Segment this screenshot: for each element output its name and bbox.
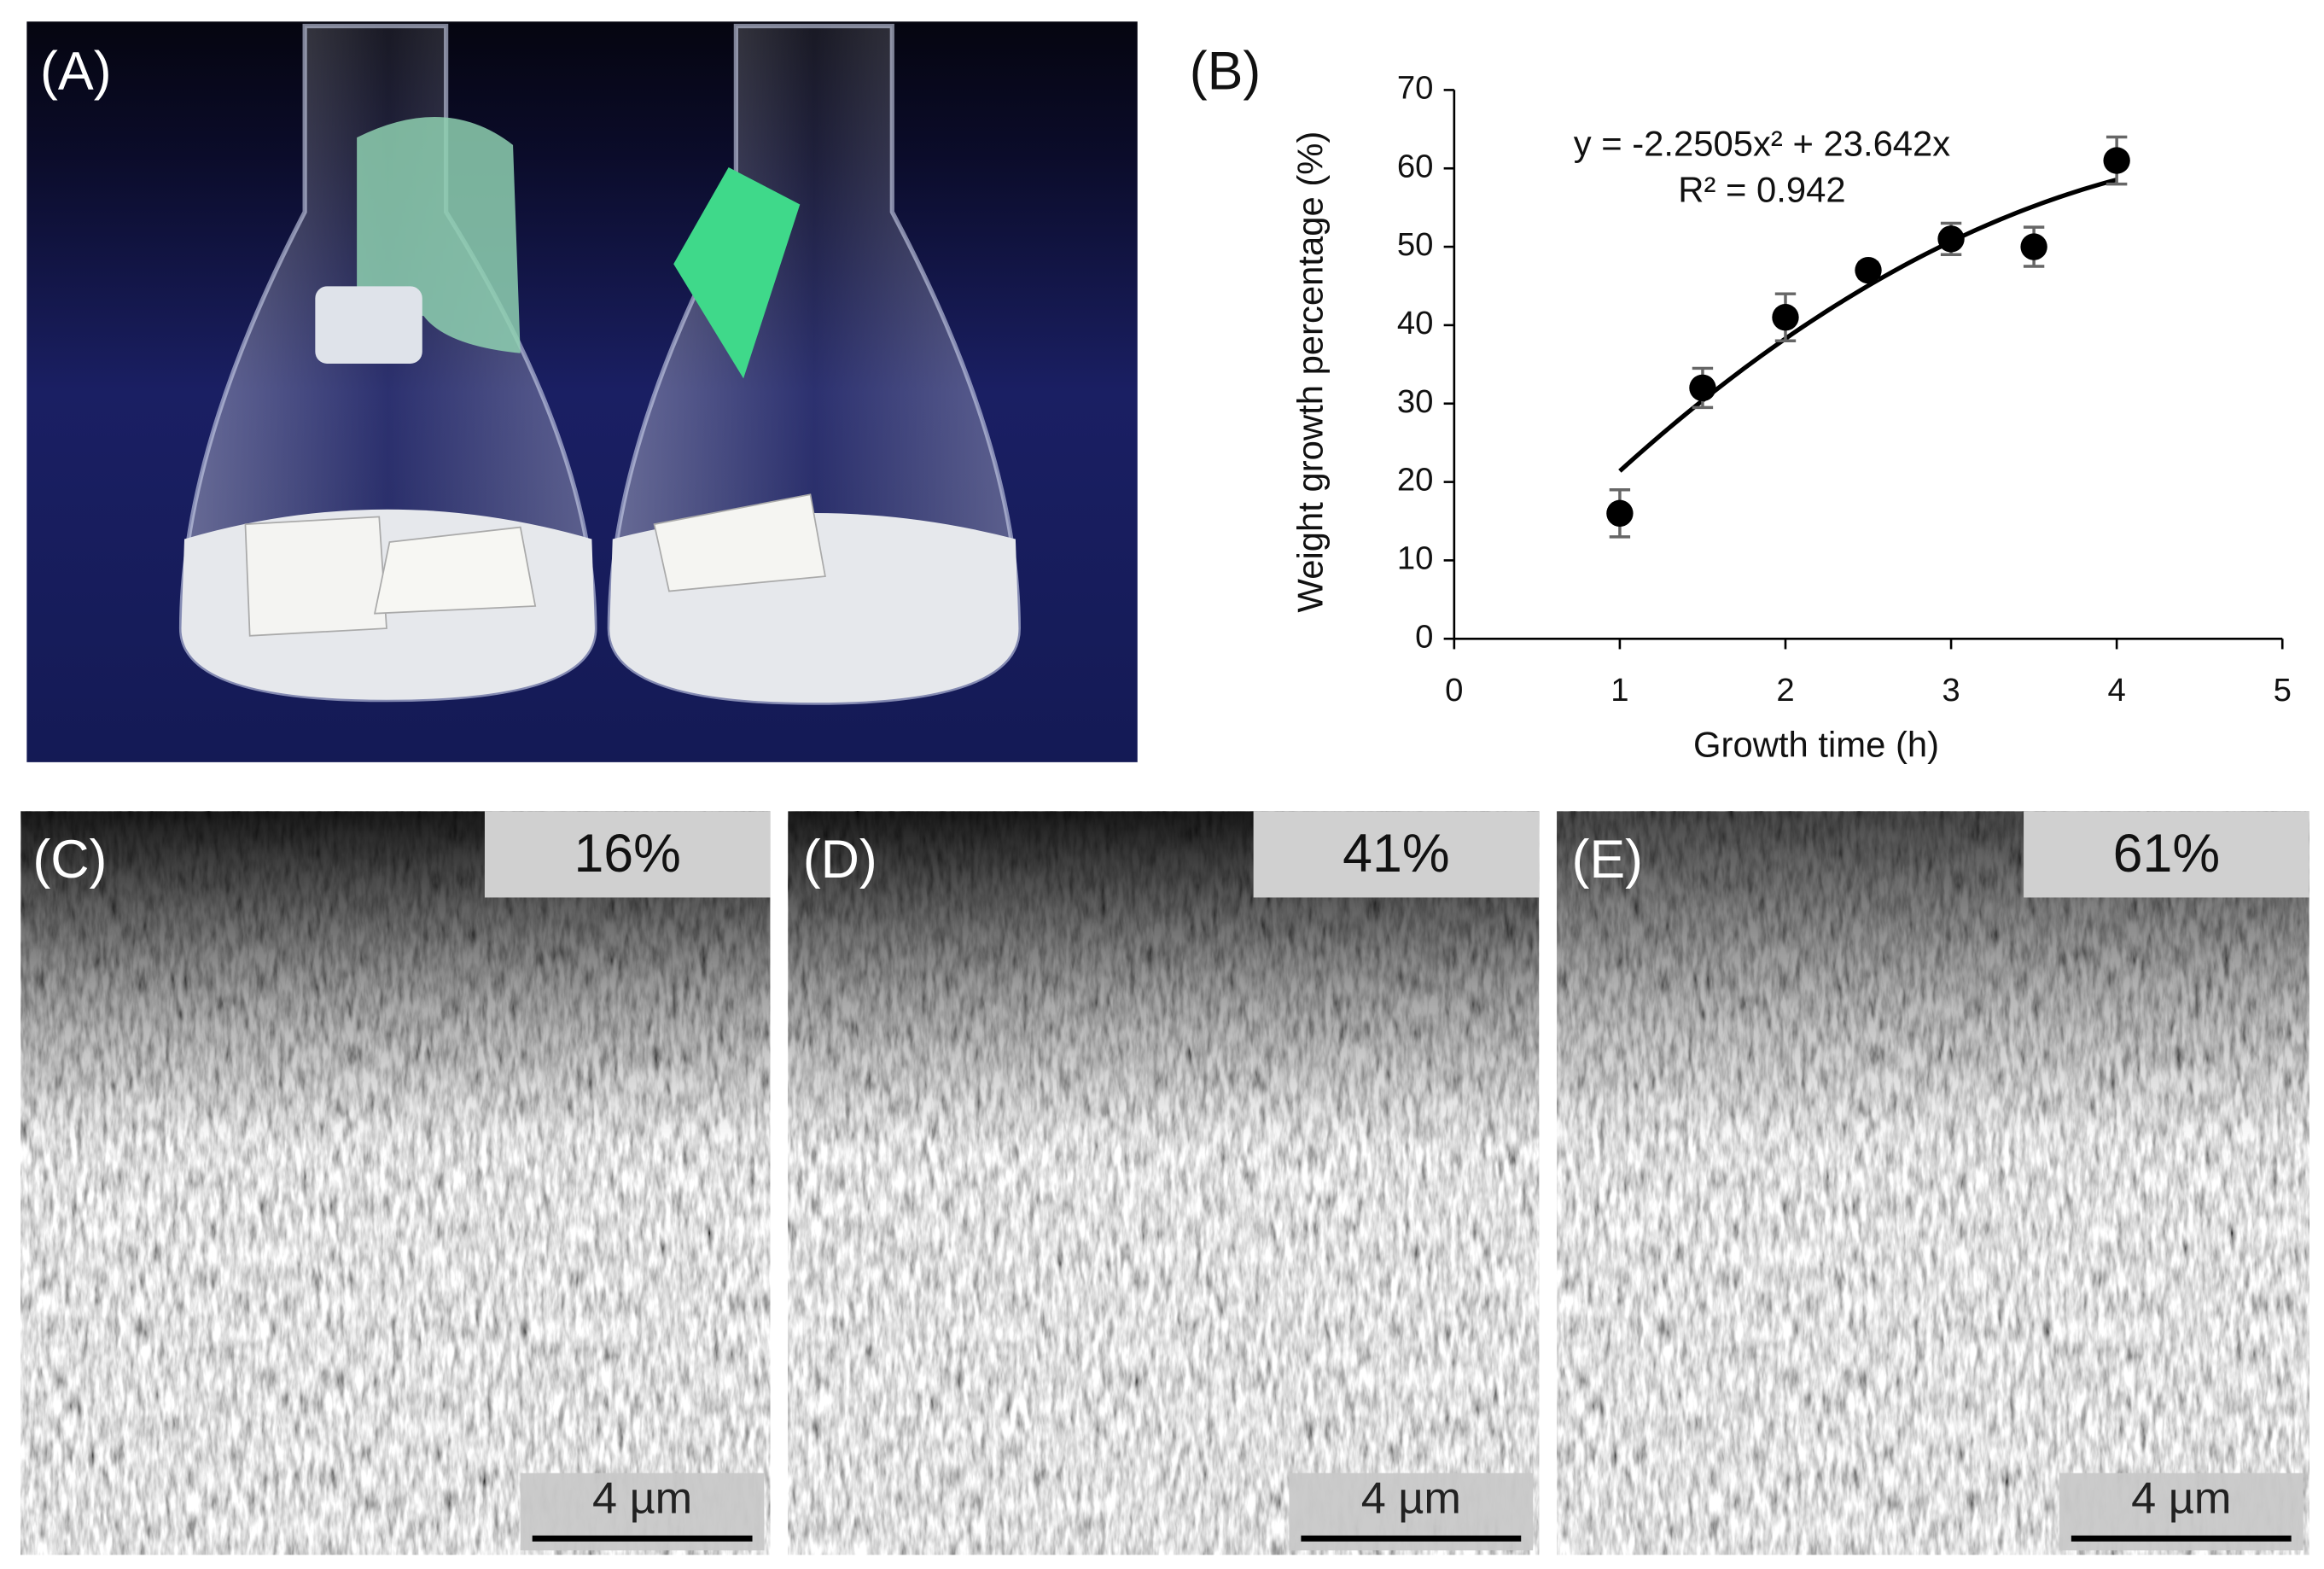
sem-image-d xyxy=(788,811,1540,1555)
x-tick-label: 3 xyxy=(1942,672,1960,709)
photo-flasks xyxy=(26,21,1138,762)
sample-sheet xyxy=(653,493,826,592)
sem-shadow xyxy=(1557,811,2309,1555)
flask-marking xyxy=(315,286,422,364)
percentage-box xyxy=(484,811,771,898)
x-tick-label: 4 xyxy=(2107,672,2125,709)
x-tick-label: 2 xyxy=(1776,672,1794,709)
data-point xyxy=(1606,499,1634,528)
label-tape xyxy=(673,167,801,379)
data-point xyxy=(2103,147,2130,174)
sem-shadow xyxy=(20,811,771,1555)
percentage-box xyxy=(1253,811,1540,898)
panel-label: (B) xyxy=(1190,42,1261,102)
y-tick-label: 20 xyxy=(1397,462,1434,499)
y-axis-label: Weight growth percentage (%) xyxy=(1290,131,1330,613)
panel-label: (E) xyxy=(1571,830,1643,889)
percentage-label: 61% xyxy=(2113,824,2221,884)
sem-shadow xyxy=(788,811,1540,1555)
data-point xyxy=(1937,225,1965,253)
sem-image-e xyxy=(1557,811,2309,1555)
scale-bar-label: 4 µm xyxy=(1361,1474,1461,1524)
trendline xyxy=(1618,177,2117,473)
sample-sheet xyxy=(244,516,387,637)
percentage-label: 16% xyxy=(574,824,681,884)
scale-bar-label: 4 µm xyxy=(592,1474,692,1524)
data-point xyxy=(2020,233,2047,260)
y-tick-label: 10 xyxy=(1397,540,1434,577)
x-tick-label: 1 xyxy=(1610,672,1628,709)
panel-label: (A) xyxy=(40,42,112,102)
y-tick-label: 70 xyxy=(1397,70,1434,107)
x-axis-label: Growth time (h) xyxy=(1693,724,1939,764)
data-point xyxy=(1855,256,1882,284)
panel-label: (D) xyxy=(803,830,877,889)
y-tick-label: 60 xyxy=(1397,148,1434,184)
y-tick-label: 50 xyxy=(1397,226,1434,263)
percentage-label: 41% xyxy=(1343,824,1450,884)
panel-label: (C) xyxy=(32,830,107,889)
percentage-box xyxy=(2024,811,2309,898)
y-tick-label: 0 xyxy=(1415,618,1433,655)
sample-sheet xyxy=(373,526,537,615)
annotation: y = -2.2505x² + 23.642x xyxy=(1574,124,1951,164)
y-tick-label: 40 xyxy=(1397,305,1434,341)
data-point xyxy=(1689,374,1716,402)
data-point xyxy=(1772,304,1799,331)
x-tick-label: 5 xyxy=(2274,672,2292,709)
annotation: R² = 0.942 xyxy=(1678,170,1845,210)
sem-image-c xyxy=(20,811,771,1555)
scale-bar-label: 4 µm xyxy=(2131,1474,2231,1524)
x-tick-label: 0 xyxy=(1445,672,1463,709)
y-tick-label: 30 xyxy=(1397,383,1434,420)
